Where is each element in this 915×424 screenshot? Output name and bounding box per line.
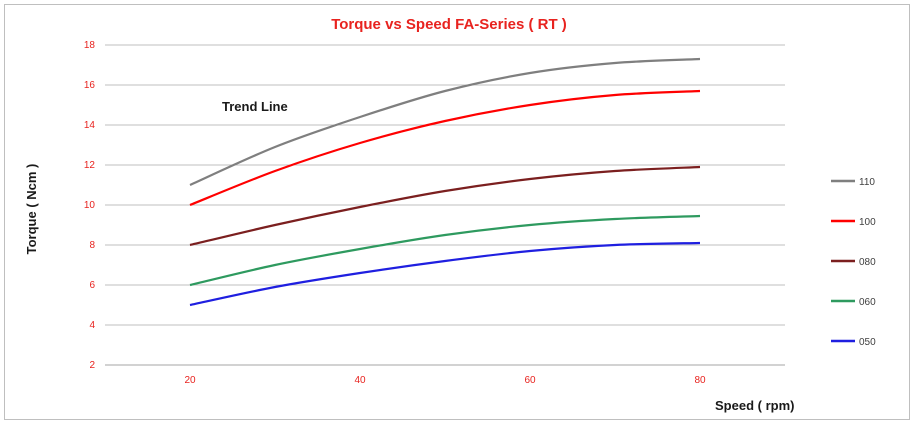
trend-line-annotation: Trend Line [222, 99, 288, 114]
x-tick-label: 40 [354, 375, 366, 386]
x-axis-label: Speed ( rpm) [715, 398, 794, 413]
legend-label-110: 110 [859, 177, 875, 188]
series-line-060 [189, 214, 701, 287]
legend-label-100: 100 [859, 217, 876, 228]
y-tick-label: 16 [84, 80, 96, 91]
y-tick-label: 4 [89, 320, 95, 331]
legend-label-060: 060 [859, 297, 876, 308]
chart-frame: Torque vs Speed FA-Series ( RT ) Torque … [4, 4, 910, 420]
x-tick-label: 60 [524, 375, 536, 386]
legend-label-080: 080 [859, 257, 876, 268]
x-tick-label: 20 [184, 375, 196, 386]
y-tick-label: 14 [84, 120, 96, 131]
chart-title: Torque vs Speed FA-Series ( RT ) [331, 16, 567, 33]
y-tick-label: 2 [89, 360, 95, 371]
y-tick-label: 18 [84, 40, 96, 51]
x-tick-label: 80 [694, 375, 706, 386]
y-tick-label: 12 [84, 160, 96, 171]
y-axis-label: Torque ( Ncm ) [24, 164, 39, 255]
y-tick-label: 10 [84, 200, 96, 211]
series-line-050 [189, 241, 701, 307]
legend-label-050: 050 [859, 337, 876, 348]
chart-svg: Torque vs Speed FA-Series ( RT ) Torque … [24, 16, 876, 413]
series-line-100 [189, 89, 701, 207]
series-line-080 [189, 165, 701, 247]
series-line-110 [189, 57, 701, 187]
y-tick-label: 8 [89, 240, 95, 251]
y-tick-label: 6 [89, 280, 95, 291]
